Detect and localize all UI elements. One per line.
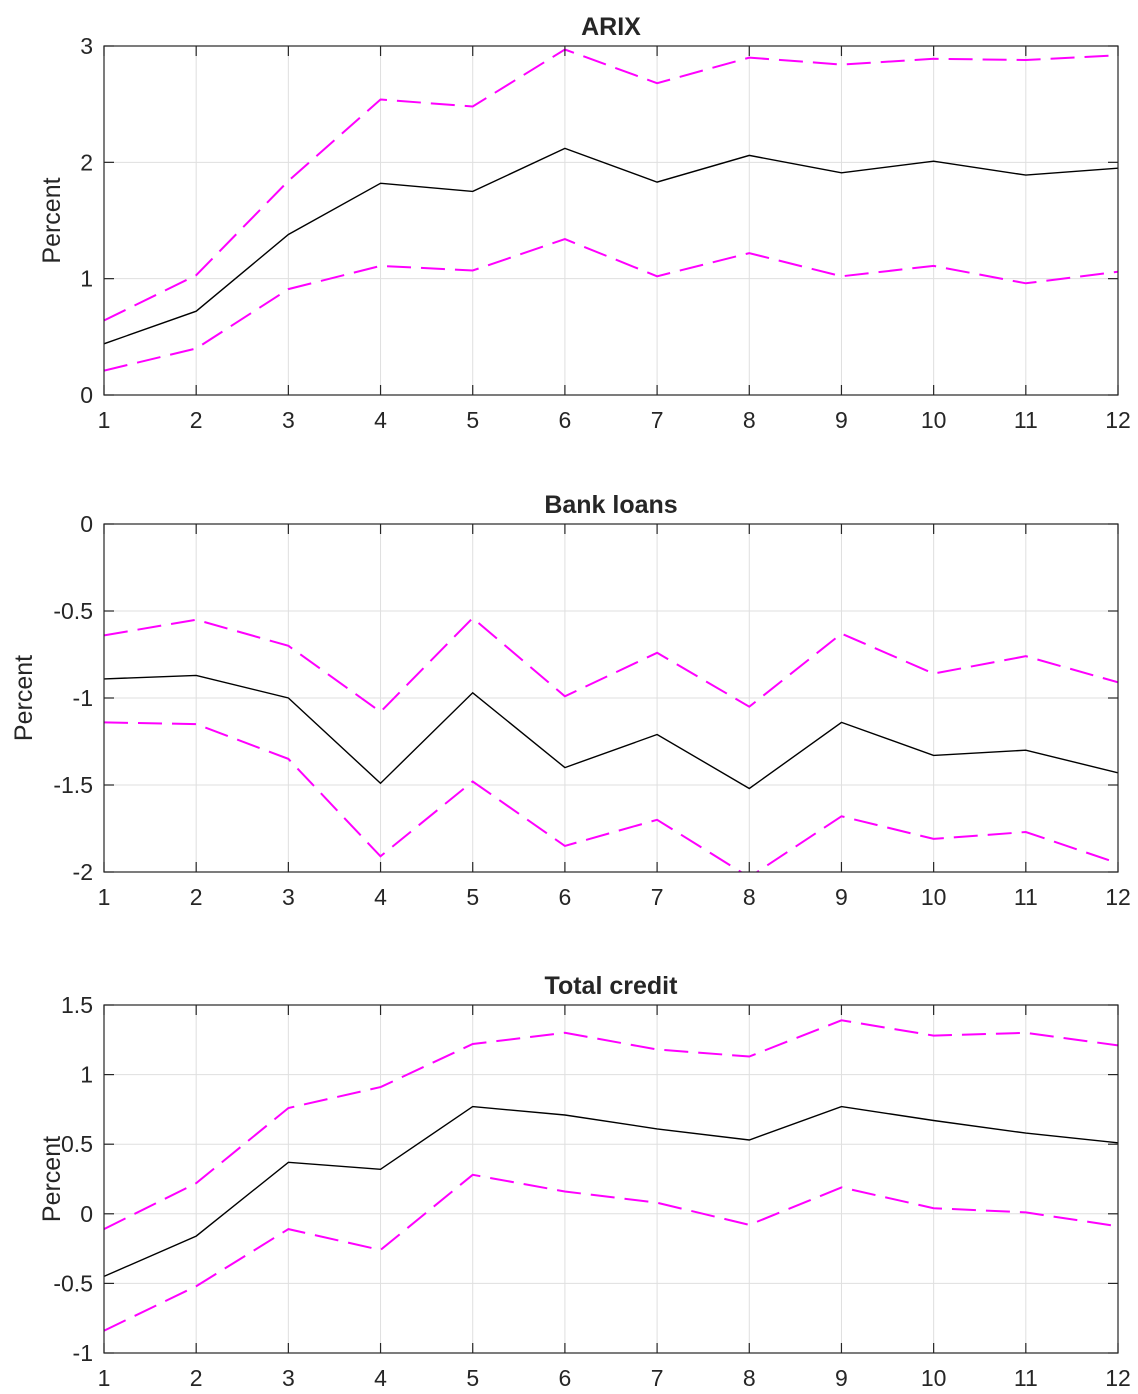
x-tick-label: 3	[282, 407, 295, 433]
tick-marks	[103, 1004, 1119, 1354]
series-upper-band	[104, 1019, 1118, 1230]
y-tick-label: 0	[80, 1201, 93, 1227]
y-tick-label: -0.5	[53, 1270, 93, 1296]
x-tick-label: 5	[466, 884, 479, 910]
x-tick-label: 7	[651, 407, 664, 433]
series-upper-band	[104, 48, 1118, 322]
series-lower-band	[104, 721, 1118, 872]
x-tick-label: 8	[743, 407, 756, 433]
x-tick-label: 3	[282, 884, 295, 910]
series-lower-band	[104, 1173, 1118, 1332]
x-tick-label: 12	[1105, 407, 1131, 433]
series-estimate	[104, 674, 1118, 790]
x-tick-label: 8	[743, 1365, 756, 1391]
x-tick-label: 10	[921, 1365, 947, 1391]
x-tick-label: 1	[98, 884, 111, 910]
y-tick-label: -1	[73, 1340, 93, 1366]
x-tick-label: 7	[651, 884, 664, 910]
x-tick-label: 5	[466, 1365, 479, 1391]
x-tick-label: 2	[190, 1365, 203, 1391]
y-tick-label: 1	[80, 266, 93, 292]
x-tick-label: 4	[374, 884, 387, 910]
y-tick-label: -0.5	[53, 598, 93, 624]
y-tick-label: 2	[80, 149, 93, 175]
axes-box	[103, 45, 1119, 396]
x-tick-label: 11	[1014, 884, 1038, 910]
series-group	[104, 616, 1118, 872]
x-tick-label: 10	[921, 407, 947, 433]
y-tick-label: -2	[73, 859, 93, 885]
x-tick-label: 12	[1105, 1365, 1131, 1391]
series-upper-band	[104, 616, 1118, 714]
chart-title: Total credit	[545, 972, 679, 1000]
chart-title: Bank loans	[544, 491, 677, 519]
y-tick-label: -1.5	[53, 772, 93, 798]
x-tick-label: 11	[1014, 407, 1038, 433]
x-tick-label: 5	[466, 407, 479, 433]
y-tick-label: 0	[80, 382, 93, 408]
x-tick-label: 6	[559, 884, 572, 910]
x-tick-label: 3	[282, 1365, 295, 1391]
series-group	[104, 1019, 1118, 1332]
y-tick-label: 1	[80, 1062, 93, 1088]
y-tick-label: -1	[73, 685, 93, 711]
x-tick-label: 4	[374, 1365, 387, 1391]
x-tick-label: 1	[98, 1365, 111, 1391]
x-tick-label: 7	[651, 1365, 664, 1391]
x-tick-label: 11	[1014, 1365, 1038, 1391]
x-tick-label: 9	[835, 884, 848, 910]
y-tick-label: 0	[80, 511, 93, 537]
y-axis-label: Percent	[38, 1136, 66, 1222]
series-estimate	[104, 147, 1118, 345]
series-group	[104, 48, 1118, 372]
x-tick-label: 6	[559, 407, 572, 433]
y-axis-label: Percent	[38, 177, 66, 263]
x-tick-label: 6	[559, 1365, 572, 1391]
x-tick-label: 2	[190, 884, 203, 910]
x-tick-label: 10	[921, 884, 947, 910]
x-tick-label: 1	[98, 407, 111, 433]
x-tick-label: 4	[374, 407, 387, 433]
y-axis-label: Percent	[10, 655, 38, 741]
y-tick-label: 0.5	[61, 1131, 93, 1157]
plot-area	[104, 46, 1118, 395]
axes-box	[103, 1004, 1119, 1354]
tick-marks	[103, 523, 1119, 873]
x-tick-label: 12	[1105, 884, 1131, 910]
series-estimate	[104, 1105, 1118, 1278]
series-lower-band	[104, 238, 1118, 372]
chart-title: ARIX	[581, 13, 641, 41]
x-tick-label: 9	[835, 407, 848, 433]
y-tick-label: 3	[80, 33, 93, 59]
x-tick-label: 9	[835, 1365, 848, 1391]
y-tick-label: 1.5	[61, 992, 93, 1018]
plot-area	[104, 1005, 1118, 1353]
x-tick-label: 8	[743, 884, 756, 910]
x-tick-label: 2	[190, 407, 203, 433]
tick-marks	[103, 45, 1119, 396]
